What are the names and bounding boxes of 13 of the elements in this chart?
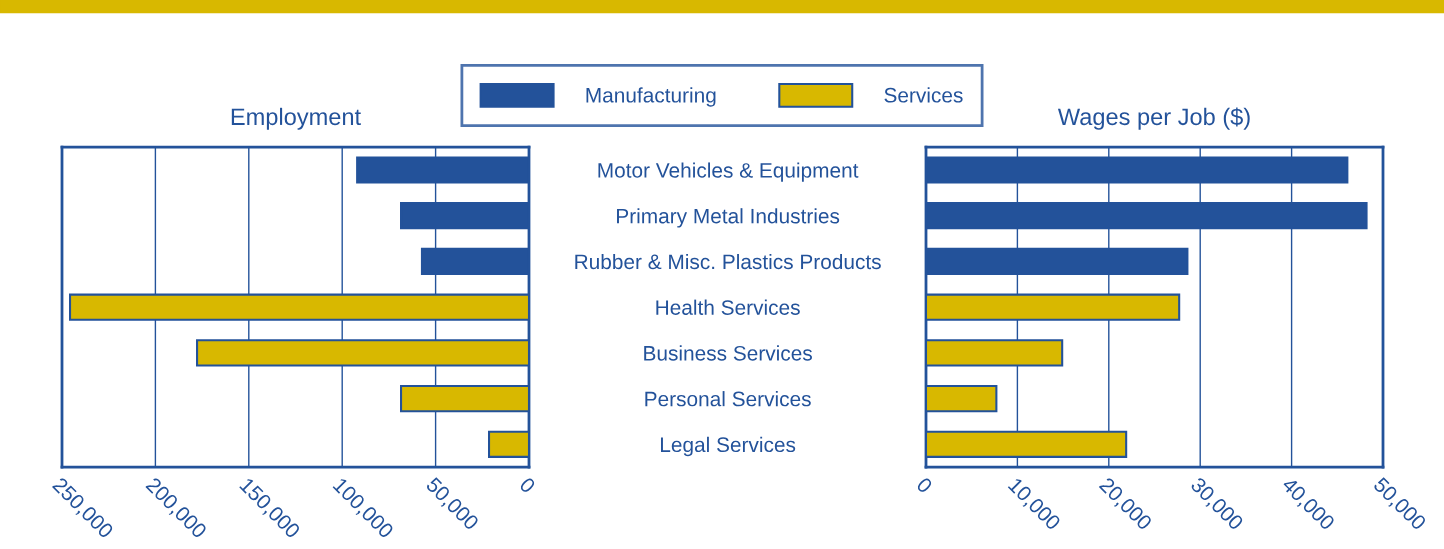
y-tick-label: Health Services	[656, 299, 800, 315]
chart-title: Employment	[231, 107, 361, 130]
legend-label: Services	[884, 87, 963, 103]
x-tick-label: 0	[518, 476, 537, 494]
x-tick-label: 0	[915, 476, 934, 494]
y-tick-label: Motor Vehicles & Equipment	[598, 162, 859, 182]
y-tick-label: Personal Services	[645, 391, 811, 407]
y-tick-label: Legal Services	[661, 436, 796, 457]
legend-label: Manufacturing	[586, 87, 716, 107]
y-tick-label: Rubber & Misc. Plastics Products	[575, 253, 881, 270]
chart-title: Wages per Job ($)	[1057, 107, 1250, 130]
y-tick-label: Primary Metal Industries	[617, 208, 840, 228]
y-tick-label: Business Services	[644, 345, 812, 361]
